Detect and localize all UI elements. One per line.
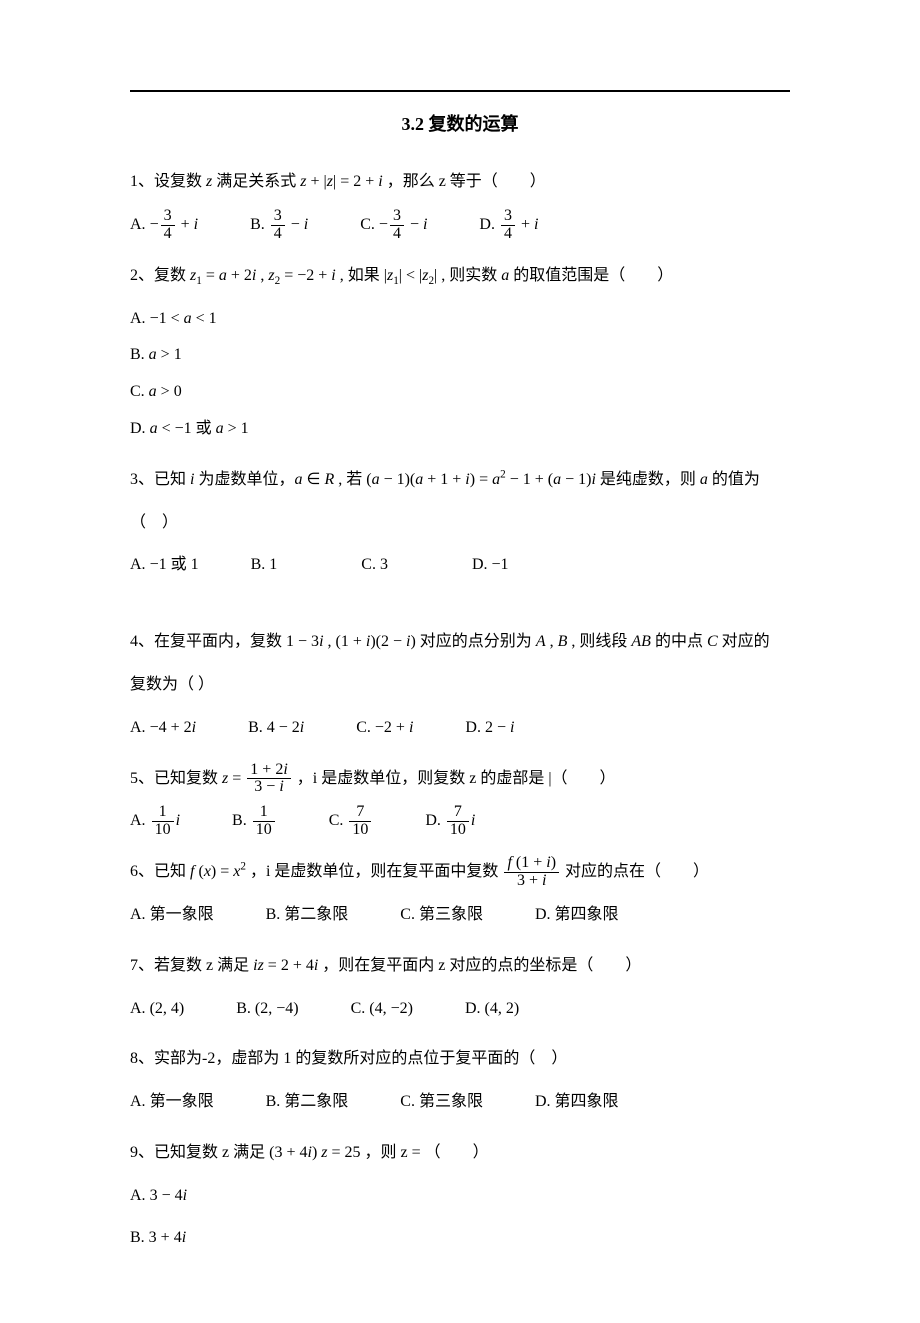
page: 3.2 复数的运算 1、设复数 z 满足关系式 z + |z| = 2 + i …: [0, 0, 920, 1323]
q7-opt-c: C. (4, −2): [351, 991, 413, 1028]
q4-opt-b: B. 4 − 2i: [248, 710, 304, 747]
question-3: 3、已知 i 为虚数单位，a ∈ R , 若 (a − 1)(a + 1 + i…: [130, 462, 790, 499]
q7-opt-a: A. (2, 4): [130, 991, 184, 1028]
q2-opt-b: B. a > 1: [130, 337, 430, 374]
q4-opt-a: A. −4 + 2i: [130, 710, 196, 747]
q9-num: 9、: [130, 1144, 154, 1161]
q2-num: 2、: [130, 267, 154, 284]
q8-opt-b: B. 第二象限: [266, 1084, 349, 1121]
q5-opt-b: B. 110: [232, 803, 277, 840]
q8-num: 8、: [130, 1050, 154, 1067]
q7-num: 7、: [130, 957, 154, 974]
q1-stem-mid: 满足关系式: [216, 173, 296, 190]
q6-opt-c: C. 第三象限: [400, 897, 483, 934]
q4-num: 4、: [130, 633, 154, 650]
q3-opt-d: D. −1: [472, 547, 509, 584]
q1-opt-c: C. −34 − i: [360, 207, 427, 244]
q6-opt-a: A. 第一象限: [130, 897, 214, 934]
question-4: 4、在复平面内，复数 1 − 3i , (1 + i)(2 − i) 对应的点分…: [130, 624, 790, 661]
question-1: 1、设复数 z 满足关系式 z + |z| = 2 + i ，那么 z 等于（ …: [130, 164, 790, 201]
q5-opt-c: C. 710: [329, 803, 374, 840]
q4-opt-c: C. −2 + i: [356, 710, 413, 747]
question-8: 8、实部为-2，虚部为 1 的复数所对应的点位于复平面的（ ）: [130, 1041, 790, 1078]
q7-opt-b: B. (2, −4): [236, 991, 298, 1028]
top-rule: [130, 90, 790, 92]
q1-var: z: [202, 173, 216, 190]
q1-opt-b: B. 34 − i: [250, 207, 308, 244]
q4-stem2: 复数为（ ）: [130, 667, 790, 704]
q8-opt-d: D. 第四象限: [535, 1084, 619, 1121]
q2-opt-c: C. a > 0: [130, 374, 430, 411]
q7-options: A. (2, 4) B. (2, −4) C. (4, −2) D. (4, 2…: [130, 991, 790, 1028]
q5-opt-d: D. 710i: [425, 803, 475, 840]
gap: [130, 598, 790, 624]
question-5: 5、已知复数 z = 1 + 2i3 − i ，i 是虚数单位，则复数 z 的虚…: [130, 761, 790, 798]
q1-num: 1、: [130, 173, 154, 190]
question-6: 6、已知 f (x) = x2 ，i 是虚数单位，则在复平面中复数 f (1 +…: [130, 854, 790, 891]
q1-expr: z: [300, 173, 310, 190]
q3-num: 3、: [130, 471, 154, 488]
q1-stem-a: 设复数: [154, 173, 202, 190]
q1-options: A. −34 + i B. 34 − i C. −34 − i D. 34 + …: [130, 207, 790, 244]
q8-opt-a: A. 第一象限: [130, 1084, 214, 1121]
q8-options: A. 第一象限 B. 第二象限 C. 第三象限 D. 第四象限: [130, 1084, 790, 1121]
q3-opt-c: C. 3: [361, 547, 388, 584]
q1-opt-d: D. 34 + i: [479, 207, 538, 244]
q4-options: A. −4 + 2i B. 4 − 2i C. −2 + i D. 2 − i: [130, 710, 790, 747]
q3-opt-a: A. −1 或 1: [130, 547, 199, 584]
question-2: 2、复数 z1 = a + 2i , z2 = −2 + i , 如果 |z1|…: [130, 258, 790, 295]
q9-opt-a: A. 3 − 4i: [130, 1178, 790, 1215]
q2-options: A. −1 < a < 1 B. a > 1 C. a > 0 D. a < −…: [130, 301, 790, 448]
question-9: 9、已知复数 z 满足 (3 + 4i) z = 25 ，则 z = （ ）: [130, 1135, 790, 1172]
q3-paren: （ ）: [130, 505, 790, 542]
q2-opt-d: D. a < −1 或 a > 1: [130, 411, 430, 448]
q5-options: A. 110i B. 110 C. 710 D. 710i: [130, 803, 790, 840]
q2-opt-a: A. −1 < a < 1: [130, 301, 430, 338]
q9-opt-b: B. 3 + 4i: [130, 1220, 790, 1257]
question-7: 7、若复数 z 满足 iz = 2 + 4i ，则在复平面内 z 对应的点的坐标…: [130, 948, 790, 985]
q7-opt-d: D. (4, 2): [465, 991, 519, 1028]
q6-num: 6、: [130, 863, 154, 880]
q4-opt-d: D. 2 − i: [465, 710, 514, 747]
q8-opt-c: C. 第三象限: [400, 1084, 483, 1121]
page-title: 3.2 复数的运算: [130, 110, 790, 136]
q6-opt-b: B. 第二象限: [266, 897, 349, 934]
q5-opt-a: A. 110i: [130, 803, 180, 840]
q1-stem-after: ，那么 z 等于（ ）: [387, 173, 546, 190]
q3-opt-b: B. 1: [251, 547, 278, 584]
q5-num: 5、: [130, 770, 154, 787]
q6-opt-d: D. 第四象限: [535, 897, 619, 934]
q6-options: A. 第一象限 B. 第二象限 C. 第三象限 D. 第四象限: [130, 897, 790, 934]
q1-opt-a: A. −34 + i: [130, 207, 198, 244]
q3-options: A. −1 或 1 B. 1 C. 3 D. −1: [130, 547, 790, 584]
